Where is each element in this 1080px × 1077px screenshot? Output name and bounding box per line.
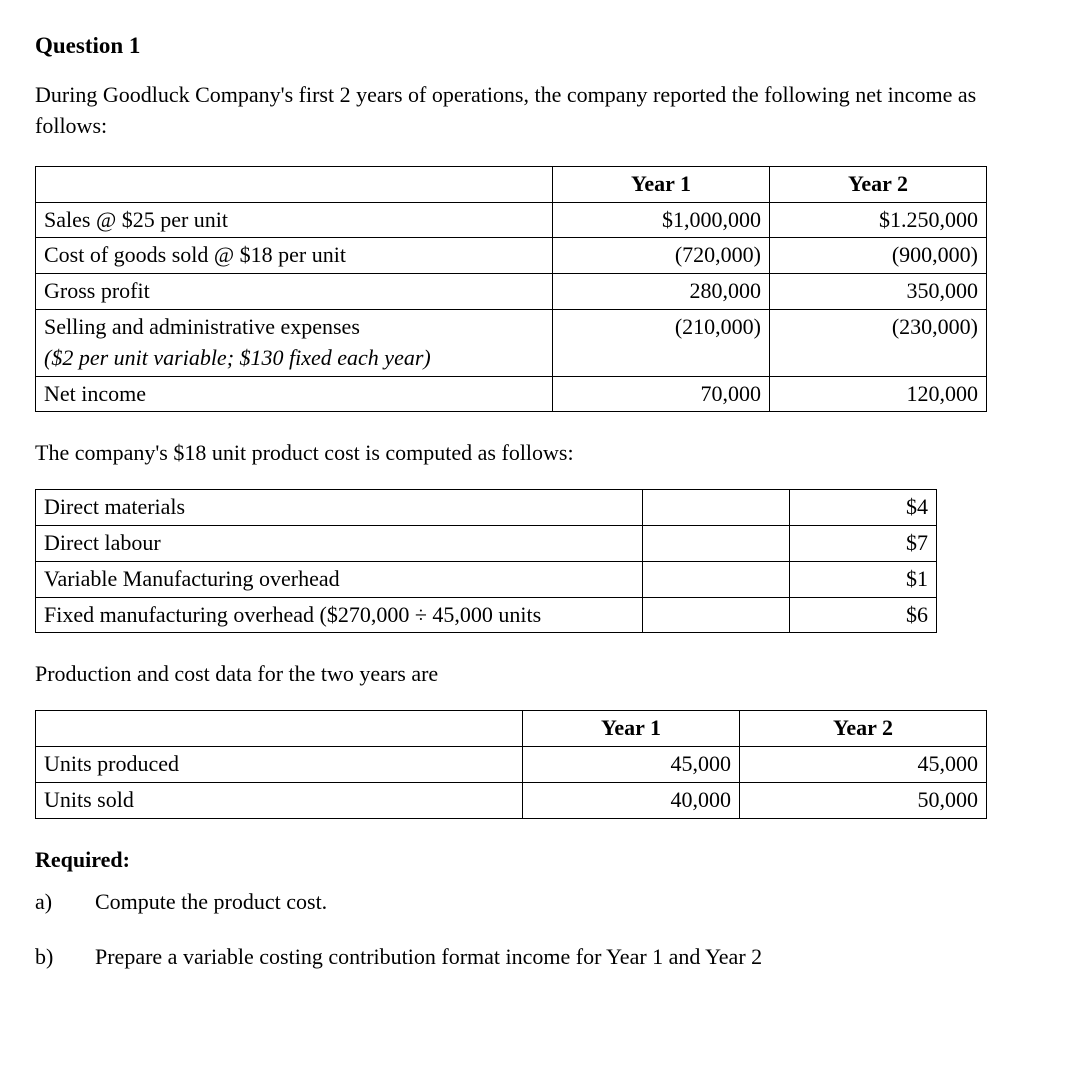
column-header-year2: Year 2 bbox=[740, 711, 987, 747]
column-header-year2: Year 2 bbox=[770, 166, 987, 202]
cell-value: 45,000 bbox=[523, 746, 740, 782]
table-row: Direct labour $7 bbox=[36, 525, 937, 561]
required-text: Compute the product cost. bbox=[95, 887, 1045, 918]
table-row: Units produced 45,000 45,000 bbox=[36, 746, 987, 782]
cell-value: $1 bbox=[790, 561, 937, 597]
mid-paragraph-1: The company's $18 unit product cost is c… bbox=[35, 438, 1045, 469]
cell-value: $4 bbox=[790, 490, 937, 526]
cell-value: 45,000 bbox=[740, 746, 987, 782]
question-heading: Question 1 bbox=[35, 30, 1045, 62]
required-item: b) Prepare a variable costing contributi… bbox=[35, 942, 1045, 973]
row-label: Gross profit bbox=[36, 274, 553, 310]
cell-value: 70,000 bbox=[553, 376, 770, 412]
row-label: Variable Manufacturing overhead bbox=[36, 561, 643, 597]
table-row: Fixed manufacturing overhead ($270,000 ÷… bbox=[36, 597, 937, 633]
production-table: Year 1 Year 2 Units produced 45,000 45,0… bbox=[35, 710, 987, 818]
table-cell bbox=[36, 166, 553, 202]
row-label-main: Selling and administrative expenses bbox=[44, 314, 360, 339]
cell-value: 280,000 bbox=[553, 274, 770, 310]
table-row: Year 1 Year 2 bbox=[36, 166, 987, 202]
row-label: Direct labour bbox=[36, 525, 643, 561]
cell-value: $1,000,000 bbox=[553, 202, 770, 238]
cell-value: 350,000 bbox=[770, 274, 987, 310]
cell-value: (900,000) bbox=[770, 238, 987, 274]
required-list: a) Compute the product cost. b) Prepare … bbox=[35, 887, 1045, 973]
row-label: Units produced bbox=[36, 746, 523, 782]
cell-value: $7 bbox=[790, 525, 937, 561]
column-header-year1: Year 1 bbox=[553, 166, 770, 202]
required-item: a) Compute the product cost. bbox=[35, 887, 1045, 918]
table-row: Gross profit 280,000 350,000 bbox=[36, 274, 987, 310]
table-row: Variable Manufacturing overhead $1 bbox=[36, 561, 937, 597]
table-row: Cost of goods sold @ $18 per unit (720,0… bbox=[36, 238, 987, 274]
table-cell-empty bbox=[643, 525, 790, 561]
table-cell-empty bbox=[643, 561, 790, 597]
table-cell-empty bbox=[643, 490, 790, 526]
cell-value: $6 bbox=[790, 597, 937, 633]
cell-value: 40,000 bbox=[523, 782, 740, 818]
column-header-year1: Year 1 bbox=[523, 711, 740, 747]
table-row: Year 1 Year 2 bbox=[36, 711, 987, 747]
required-letter: b) bbox=[35, 942, 95, 973]
table-row: Selling and administrative expenses ($2 … bbox=[36, 309, 987, 376]
row-label: Selling and administrative expenses ($2 … bbox=[36, 309, 553, 376]
cell-value: 50,000 bbox=[740, 782, 987, 818]
required-letter: a) bbox=[35, 887, 95, 918]
cell-value: $1.250,000 bbox=[770, 202, 987, 238]
table-row: Units sold 40,000 50,000 bbox=[36, 782, 987, 818]
income-table: Year 1 Year 2 Sales @ $25 per unit $1,00… bbox=[35, 166, 987, 413]
row-label: Sales @ $25 per unit bbox=[36, 202, 553, 238]
mid-paragraph-2: Production and cost data for the two yea… bbox=[35, 659, 1045, 690]
row-label: Net income bbox=[36, 376, 553, 412]
row-label: Units sold bbox=[36, 782, 523, 818]
table-row: Sales @ $25 per unit $1,000,000 $1.250,0… bbox=[36, 202, 987, 238]
cell-value: (720,000) bbox=[553, 238, 770, 274]
table-cell-empty bbox=[643, 597, 790, 633]
table-row: Net income 70,000 120,000 bbox=[36, 376, 987, 412]
row-label-note: ($2 per unit variable; $130 fixed each y… bbox=[44, 345, 431, 370]
intro-paragraph: During Goodluck Company's first 2 years … bbox=[35, 80, 1045, 142]
table-cell bbox=[36, 711, 523, 747]
row-label: Cost of goods sold @ $18 per unit bbox=[36, 238, 553, 274]
cell-value: (230,000) bbox=[770, 309, 987, 376]
product-cost-table: Direct materials $4 Direct labour $7 Var… bbox=[35, 489, 937, 633]
row-label: Direct materials bbox=[36, 490, 643, 526]
required-text: Prepare a variable costing contribution … bbox=[95, 942, 1045, 973]
row-label: Fixed manufacturing overhead ($270,000 ÷… bbox=[36, 597, 643, 633]
cell-value: (210,000) bbox=[553, 309, 770, 376]
required-heading: Required: bbox=[35, 845, 1045, 876]
cell-value: 120,000 bbox=[770, 376, 987, 412]
table-row: Direct materials $4 bbox=[36, 490, 937, 526]
